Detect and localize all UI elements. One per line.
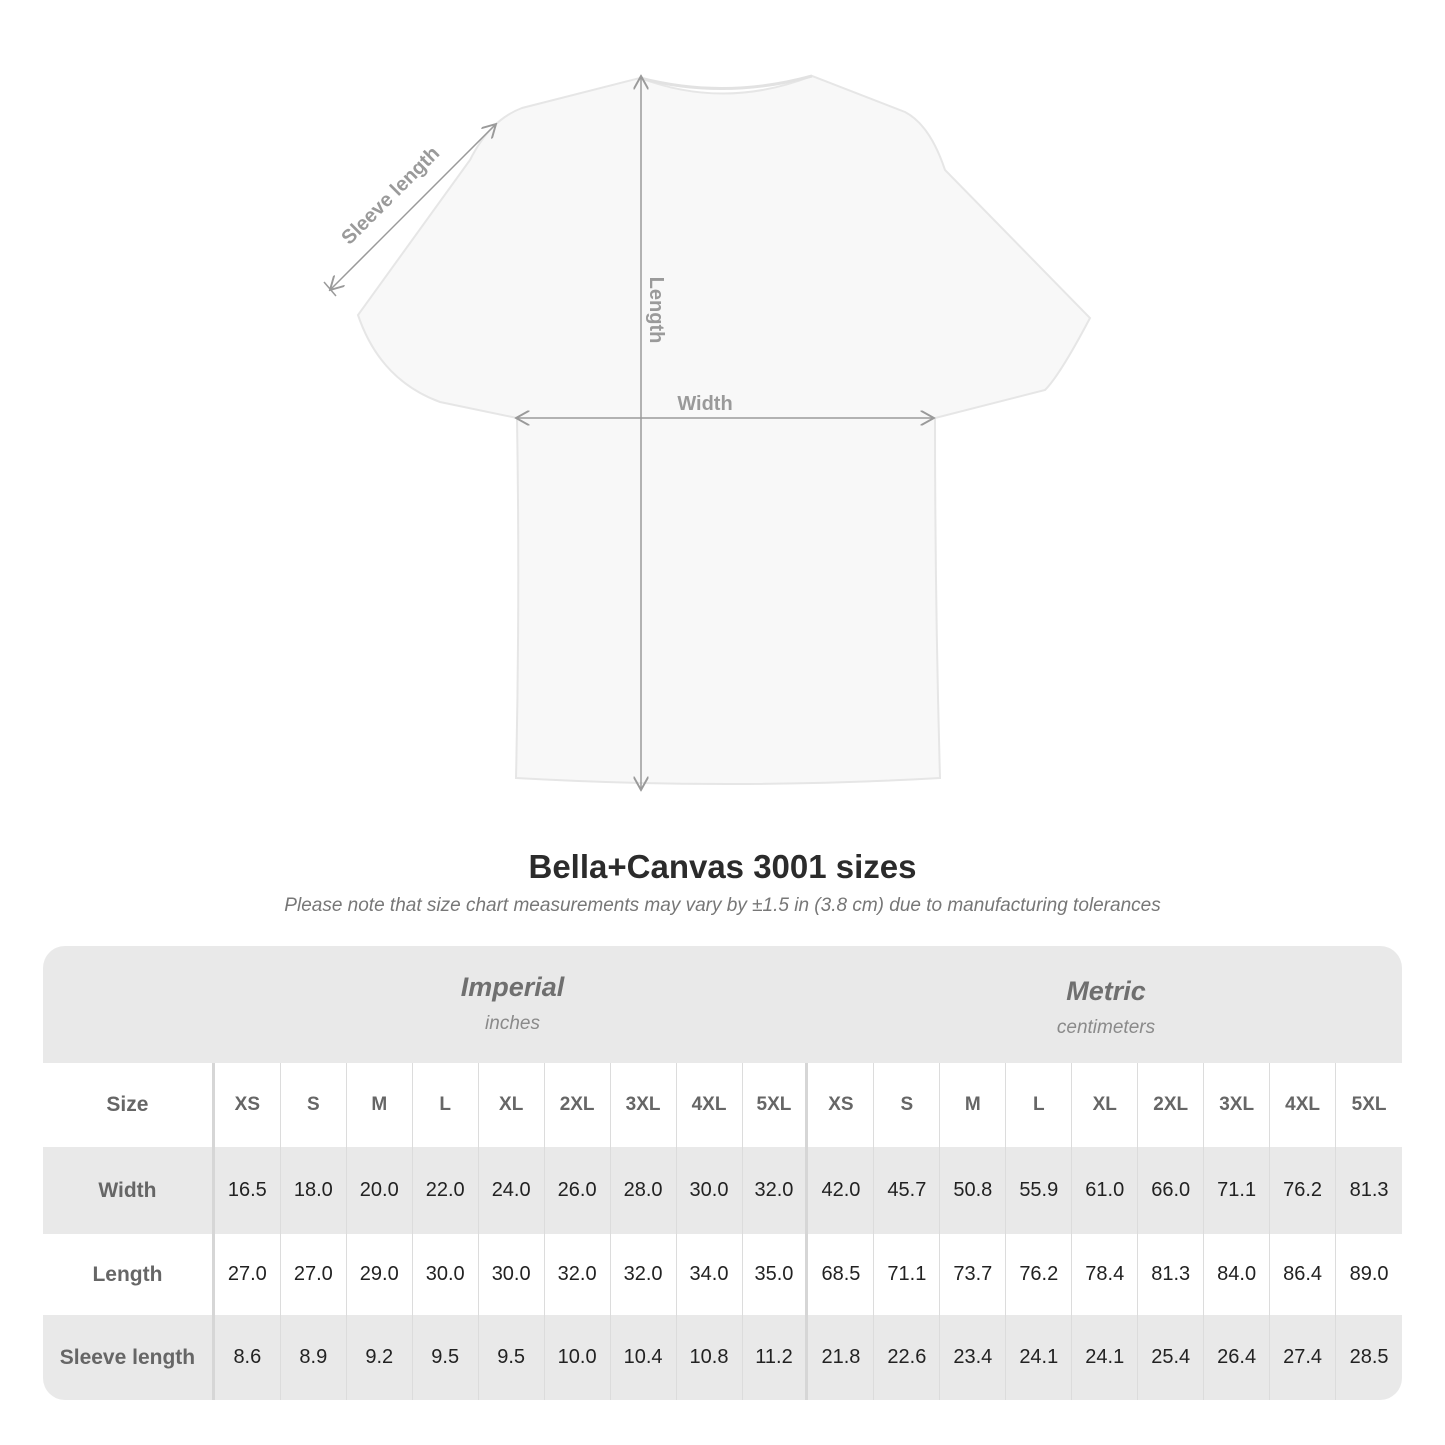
size-header-cell: 3XL [1204, 1063, 1271, 1147]
table-cell: 8.9 [281, 1315, 347, 1400]
size-header-cell: L [1006, 1063, 1073, 1147]
row-label: Sleeve length [43, 1315, 215, 1400]
table-row-length: Length 27.0 27.0 29.0 30.0 30.0 32.0 32.0 34.0 35… [43, 1234, 1402, 1315]
size-header-cell: 2XL [545, 1063, 611, 1147]
table-cell: 10.8 [677, 1315, 743, 1400]
table-cell: 30.0 [413, 1234, 479, 1315]
table-cell: 42.0 [808, 1147, 875, 1234]
table-cell: 22.6 [874, 1315, 941, 1400]
length-label: Length [645, 277, 667, 344]
row-label: Width [43, 1147, 215, 1234]
table-cell: 10.0 [545, 1315, 611, 1400]
table-cell: 32.0 [611, 1234, 677, 1315]
tolerance-note: Please note that size chart measurements… [284, 895, 1161, 916]
table-header: Imperial inches Metric centimeters [43, 946, 1402, 1063]
table-cell: 73.7 [940, 1234, 1007, 1315]
table-cell: 24.0 [479, 1147, 545, 1234]
size-header-cell: 5XL [1351, 1094, 1387, 1115]
table-cell: 30.0 [677, 1147, 743, 1234]
size-header-cell: L [413, 1063, 479, 1147]
table-cell: 9.5 [479, 1315, 545, 1400]
table-cell: 76.2 [1270, 1147, 1337, 1234]
table-cell: 9.5 [413, 1315, 479, 1400]
table-cell: 10.4 [611, 1315, 677, 1400]
table-cell: 9.2 [347, 1315, 413, 1400]
table-cell: 20.0 [347, 1147, 413, 1234]
table-cell: 26.4 [1204, 1315, 1271, 1400]
table-cell: 27.0 [281, 1234, 347, 1315]
table-cell: 81.3 [1138, 1234, 1205, 1315]
table-cell: 34.0 [677, 1234, 743, 1315]
table-cell: 84.0 [1204, 1234, 1271, 1315]
size-header-cell: XS [215, 1063, 281, 1147]
table-cell: 28.5 [1349, 1346, 1389, 1368]
table-cell: 86.4 [1270, 1234, 1337, 1315]
table-cell: 32.0 [743, 1147, 809, 1234]
page-title: Bella+Canvas 3001 sizes [528, 848, 917, 885]
table-cell: 21.8 [808, 1315, 875, 1400]
table-cell: 26.0 [545, 1147, 611, 1234]
table-cell: 50.8 [940, 1147, 1007, 1234]
size-chart-table: Imperial inches Metric centimeters Size X… [43, 946, 1402, 1400]
table-cell: 8.6 [215, 1315, 281, 1400]
table-cell: 28.0 [611, 1147, 677, 1234]
table-cell: 29.0 [347, 1234, 413, 1315]
table-cell: 76.2 [1006, 1234, 1073, 1315]
metric-title: Metric [1066, 976, 1146, 1006]
imperial-title: Imperial [460, 972, 565, 1002]
size-header-row: Size XS S M L XL 2XL 3XL 4XL 5XL XS S M L XL 2XL 3XL 4XL 5… [43, 1063, 1402, 1147]
size-header-cell: 4XL [1270, 1063, 1337, 1147]
width-label: Width [677, 393, 732, 415]
table-cell: 68.5 [808, 1234, 875, 1315]
size-header-cell: M [347, 1063, 413, 1147]
sleeve-arrow [330, 124, 496, 290]
table-cell: 24.1 [1006, 1315, 1073, 1400]
metric-unit: centimeters [1056, 1017, 1156, 1038]
table-cell: 27.4 [1270, 1315, 1337, 1400]
table-cell: 35.0 [743, 1234, 809, 1315]
size-header-cell: XL [1072, 1063, 1139, 1147]
table-cell: 61.0 [1072, 1147, 1139, 1234]
tshirt-diagram: Sleeve length Length Width [323, 0, 1092, 820]
row-label: Length [43, 1234, 215, 1315]
tshirt-shape [356, 74, 1092, 785]
table-cell: 30.0 [479, 1234, 545, 1315]
table-row-width: Width 16.5 18.0 20.0 22.0 24.0 26.0 28.0 30.0 32.… [43, 1147, 1402, 1234]
table-cell: 89.0 [1349, 1263, 1389, 1285]
table-cell: 23.4 [940, 1315, 1007, 1400]
metric-header: Metric centimeters [810, 976, 1402, 1039]
size-header-cell: 4XL [677, 1063, 743, 1147]
size-header-cell: XL [479, 1063, 545, 1147]
size-header-cell: XS [808, 1063, 875, 1147]
table-cell: 25.4 [1138, 1315, 1205, 1400]
table-row-sleeve-length: Sleeve length 8.6 8.9 9.2 9.5 9.5 10.0 10.4 10.8… [43, 1315, 1402, 1400]
table-cell: 55.9 [1006, 1147, 1073, 1234]
table-cell: 32.0 [545, 1234, 611, 1315]
size-header-cell: 3XL [611, 1063, 677, 1147]
table-cell: 45.7 [874, 1147, 941, 1234]
imperial-unit: inches [485, 1013, 540, 1034]
table-cell: 18.0 [281, 1147, 347, 1234]
table-cell: 71.1 [1204, 1147, 1271, 1234]
table-cell: 71.1 [874, 1234, 941, 1315]
imperial-header: Imperial inches [215, 972, 810, 1035]
table-cell: 81.3 [1349, 1179, 1389, 1201]
table-cell: 11.2 [743, 1315, 809, 1400]
size-header-cell: M [940, 1063, 1007, 1147]
size-header-cell: S [281, 1063, 347, 1147]
size-header-cell: 5XL [743, 1063, 809, 1147]
table-cell: 22.0 [413, 1147, 479, 1234]
size-header-cell: 2XL [1138, 1063, 1205, 1147]
table-cell: 16.5 [215, 1147, 281, 1234]
table-cell: 66.0 [1138, 1147, 1205, 1234]
table-cell: 27.0 [215, 1234, 281, 1315]
row-label: Size [43, 1063, 215, 1147]
size-header-cell: S [874, 1063, 941, 1147]
table-cell: 24.1 [1072, 1315, 1139, 1400]
table-cell: 78.4 [1072, 1234, 1139, 1315]
